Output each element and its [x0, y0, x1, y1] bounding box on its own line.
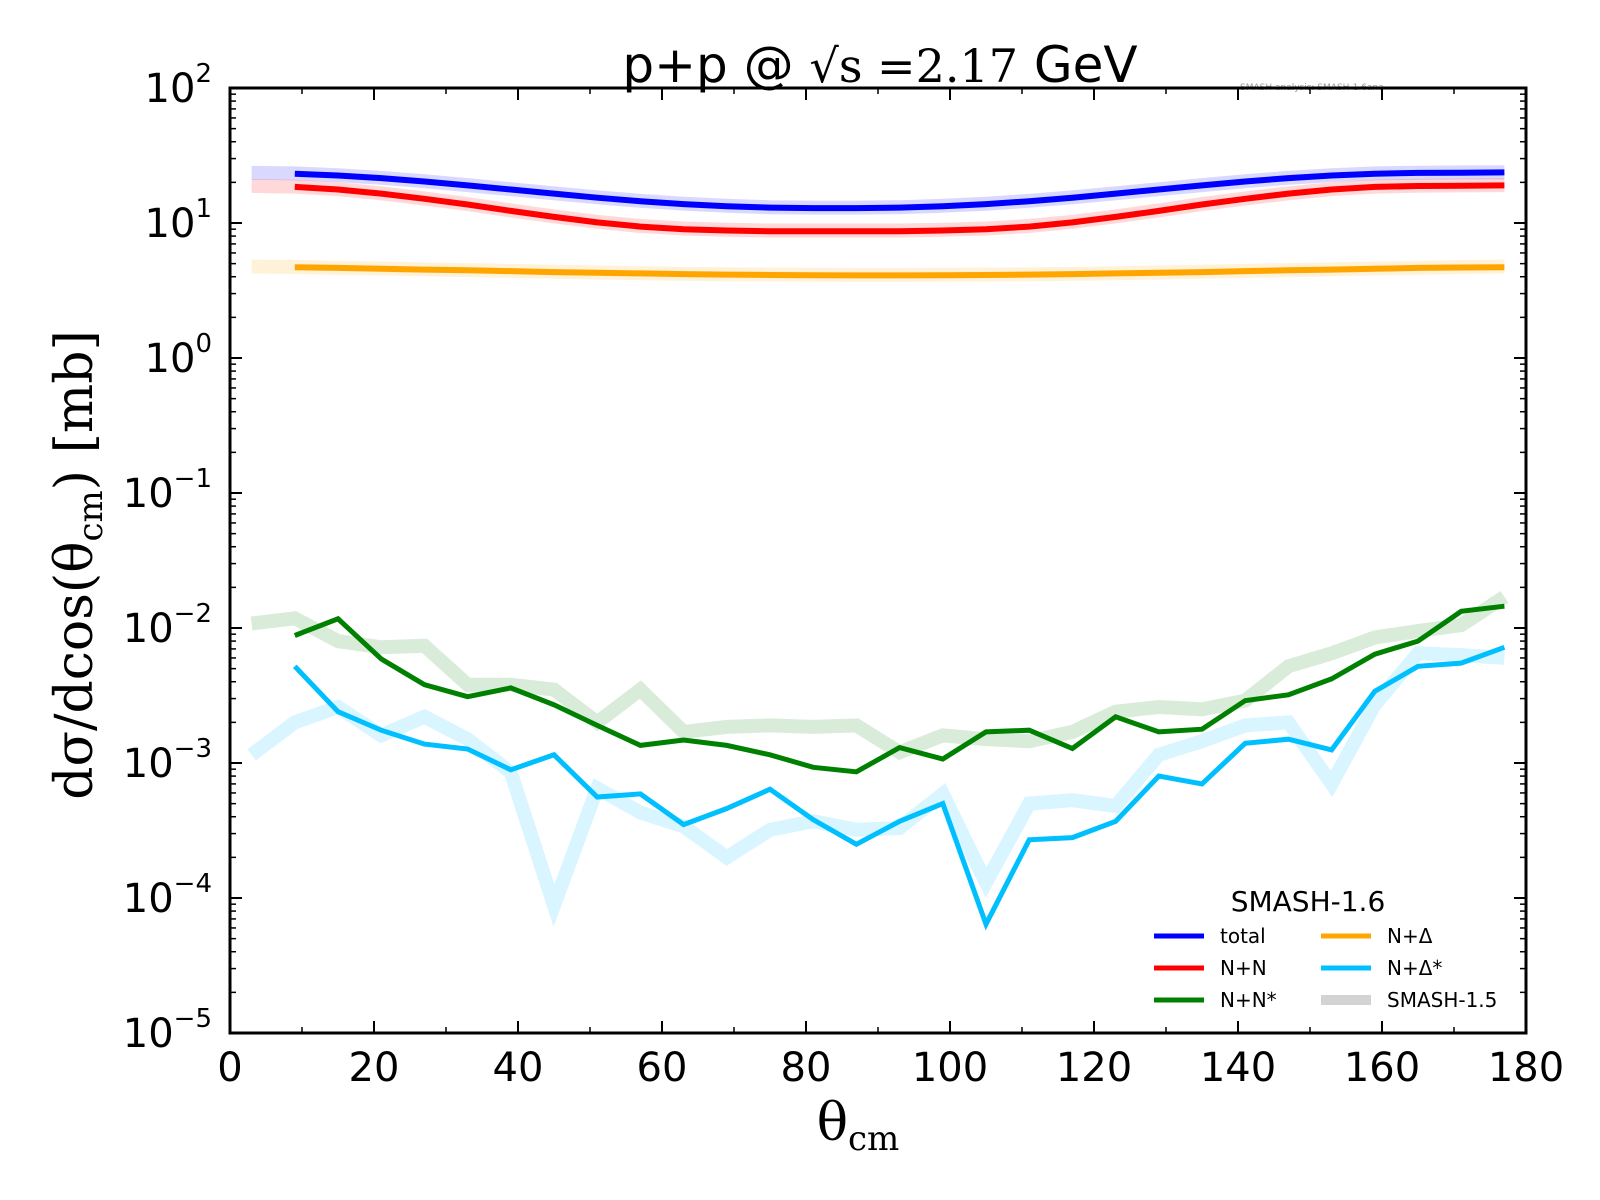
legend-label: N+Δ — [1387, 924, 1433, 948]
x-tick-label: 40 — [493, 1045, 544, 1091]
x-tick-label: 20 — [349, 1045, 400, 1091]
x-tick-label: 100 — [912, 1045, 988, 1091]
series-line-n-n-star-smash-1-5 — [250, 591, 1509, 761]
x-tick-label: 160 — [1344, 1045, 1420, 1091]
y-tick-label: 10−4 — [123, 869, 212, 922]
legend-label: N+N* — [1220, 988, 1277, 1012]
y-tick-label: 100 — [145, 329, 212, 382]
series-line-n-n-star-smash-1-6 — [293, 603, 1505, 775]
chart-title: p+p @ √s =2.17 GeV — [622, 36, 1137, 94]
y-tick-label: 10−5 — [123, 1004, 212, 1057]
legend-title: SMASH-1.6 — [1231, 885, 1386, 918]
series-line-total-smash-1-6 — [294, 169, 1505, 212]
series-line-n-delta-star-smash-1-5 — [247, 646, 1505, 927]
y-tick-label: 10−1 — [123, 464, 212, 517]
x-axis-label: θcm — [817, 1093, 900, 1159]
legend-label: SMASH-1.5 — [1387, 988, 1497, 1012]
series-line-n-n-smash-1-6 — [294, 182, 1505, 235]
x-tick-label: 60 — [637, 1045, 688, 1091]
series-line-n-delta-star-smash-1-6 — [292, 644, 1506, 931]
y-tick-label: 10−2 — [123, 599, 212, 652]
y-axis-label: dσ/dcos(θcm) [mb] — [45, 330, 111, 800]
legend-label: N+N — [1220, 956, 1267, 980]
y-tick-label: 102 — [145, 59, 212, 112]
x-tick-label: 180 — [1488, 1045, 1564, 1091]
x-tick-label: 80 — [781, 1045, 832, 1091]
series-smash-1-5 — [247, 165, 1509, 927]
legend: SMASH-1.6 total N+Δ N+N N+Δ* N+N* SMASH-1.5 — [1154, 885, 1497, 1012]
y-axis: 102 101 100 10−1 10−2 10−3 10−4 10−5 — [123, 59, 1526, 1057]
series-line-n-delta-smash-1-6 — [294, 264, 1505, 279]
y-tick-label: 101 — [145, 194, 212, 247]
x-tick-label: 140 — [1200, 1045, 1276, 1091]
x-axis: 0 20 40 60 80 100 120 140 160 180 — [217, 88, 1564, 1091]
y-tick-label: 10−3 — [123, 734, 212, 787]
x-tick-label: 120 — [1056, 1045, 1132, 1091]
legend-label: N+Δ* — [1387, 956, 1442, 980]
legend-label: total — [1220, 924, 1266, 948]
series-smash-1-6 — [292, 169, 1506, 931]
x-tick-label: 0 — [217, 1045, 242, 1091]
